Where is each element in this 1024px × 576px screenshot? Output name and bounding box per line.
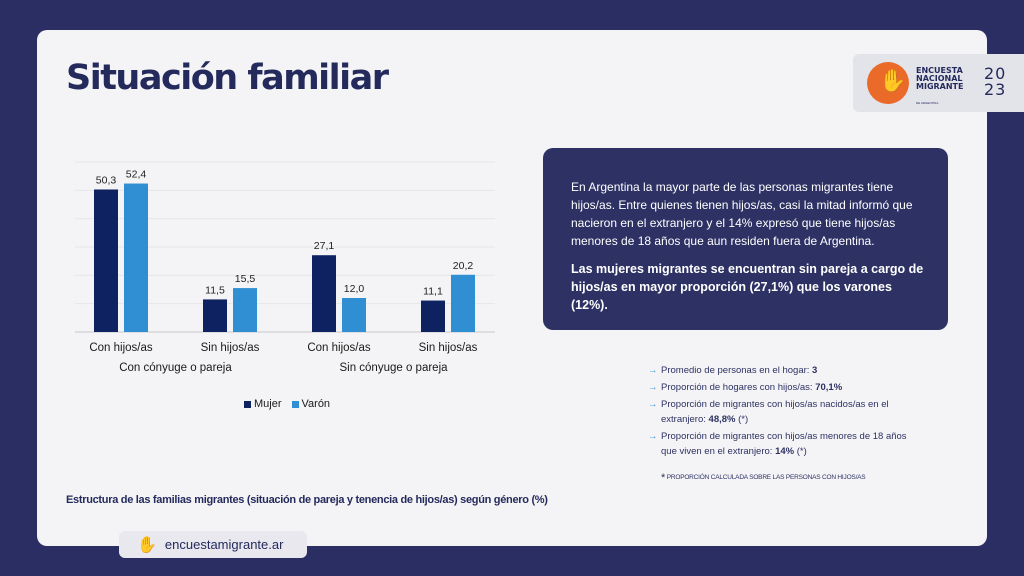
bar-mujer bbox=[421, 300, 445, 332]
bar-mujer bbox=[94, 189, 118, 332]
bar-varón bbox=[124, 183, 148, 332]
logo-year: 20 23 bbox=[984, 66, 1006, 98]
arrow-right-icon: → bbox=[648, 365, 658, 376]
fact-item: → Promedio de personas en el hogar: 3 bbox=[648, 363, 908, 378]
arrow-right-icon: → bbox=[648, 382, 658, 393]
logo-subtitle: DE ARGENTINA bbox=[916, 101, 939, 105]
data-label: 11,5 bbox=[205, 284, 225, 296]
data-label: 12,0 bbox=[344, 283, 365, 295]
fact-value: 14% bbox=[775, 446, 795, 457]
data-label: 50,3 bbox=[96, 174, 117, 186]
fact-value: 48,8% bbox=[708, 414, 736, 425]
group-label: Sin cónyuge o pareja bbox=[339, 362, 448, 374]
hand-logo-icon: ✋ bbox=[137, 536, 157, 554]
legend-item: Varón bbox=[291, 398, 331, 410]
bar-varón bbox=[233, 288, 257, 332]
data-label: 20,2 bbox=[453, 260, 474, 272]
category-label: Sin hijos/as bbox=[201, 342, 260, 354]
data-label: 52,4 bbox=[126, 169, 147, 181]
logo-year-bottom: 23 bbox=[984, 80, 1007, 99]
logo-wordmark: ENCUESTA NACIONAL MIGRANTE bbox=[916, 67, 963, 91]
fact-item: → Proporción de hogares con hijos/as: 70,… bbox=[648, 380, 908, 395]
info-paragraph: En Argentina la mayor parte de las perso… bbox=[571, 180, 913, 248]
legend-swatch bbox=[291, 400, 299, 408]
fact-text: Proporción de hogares con hijos/as: 70,1… bbox=[661, 382, 843, 393]
logo-line: ENCUESTA bbox=[916, 66, 963, 75]
bar-mujer bbox=[312, 255, 336, 332]
fact-text: Promedio de personas en el hogar: 3 bbox=[661, 365, 818, 376]
page-title: Situación familiar bbox=[66, 58, 389, 98]
info-box: En Argentina la mayor parte de las perso… bbox=[543, 148, 948, 330]
arrow-right-icon: → bbox=[648, 399, 658, 410]
data-label: 27,1 bbox=[314, 240, 335, 252]
fact-item: → Proporción de migrantes con hijos/as me… bbox=[648, 429, 908, 459]
logo-badge: ✋ bbox=[867, 62, 909, 104]
category-label: Sin hijos/as bbox=[419, 342, 478, 354]
fact-text: Proporción de migrantes con hijos/as nac… bbox=[661, 399, 889, 425]
survey-logo: ✋ ENCUESTA NACIONAL MIGRANTE DE ARGENTIN… bbox=[853, 54, 1024, 112]
footnote-text: Proporción calculada sobre las personas … bbox=[666, 474, 866, 481]
legend-item: Mujer bbox=[244, 398, 282, 410]
fact-item: → Proporción de migrantes con hijos/as na… bbox=[648, 397, 908, 427]
legend-label: Varón bbox=[301, 398, 331, 410]
hand-icon: ✋ bbox=[879, 68, 907, 93]
group-label: Con cónyuge o pareja bbox=[119, 362, 232, 374]
bar-varón bbox=[342, 298, 366, 332]
logo-line: NACIONAL bbox=[916, 74, 963, 83]
logo-line: MIGRANTE bbox=[916, 82, 964, 91]
fact-value: 3 bbox=[812, 365, 818, 376]
fact-text: Proporción de migrantes con hijos/as men… bbox=[661, 431, 907, 457]
url-badge[interactable]: ✋ encuestamigrante.ar bbox=[119, 531, 307, 558]
fact-value: 70,1% bbox=[815, 382, 843, 393]
data-label: 11,1 bbox=[423, 286, 443, 298]
bar-chart: 50,3 11,5 27,1 11,1 52,4 15,5 12,0 20,2 Con hijo… bbox=[75, 161, 495, 374]
chart-caption: Estructura de las familias migrantes (si… bbox=[66, 494, 548, 506]
footnote-star: * bbox=[661, 472, 666, 484]
bar-varón bbox=[451, 274, 475, 332]
logo-year-top: 20 bbox=[984, 64, 1007, 83]
legend-swatch bbox=[244, 400, 251, 408]
arrow-right-icon: → bbox=[648, 431, 658, 442]
info-highlight: Las mujeres migrantes se encuentran sin … bbox=[571, 262, 924, 312]
footnote: * Proporción calculada sobre las persona… bbox=[661, 472, 866, 484]
url-text: encuestamigrante.ar bbox=[164, 537, 284, 552]
legend-label: Mujer bbox=[254, 398, 282, 410]
facts-list: → Promedio de personas en el hogar: 3 → Pro… bbox=[648, 363, 908, 461]
data-label: 15,5 bbox=[235, 273, 256, 285]
category-label: Con hijos/as bbox=[89, 342, 153, 354]
category-label: Con hijos/as bbox=[307, 342, 371, 354]
bar-mujer bbox=[203, 299, 227, 332]
chart-legend: Mujer Varón bbox=[244, 398, 330, 410]
